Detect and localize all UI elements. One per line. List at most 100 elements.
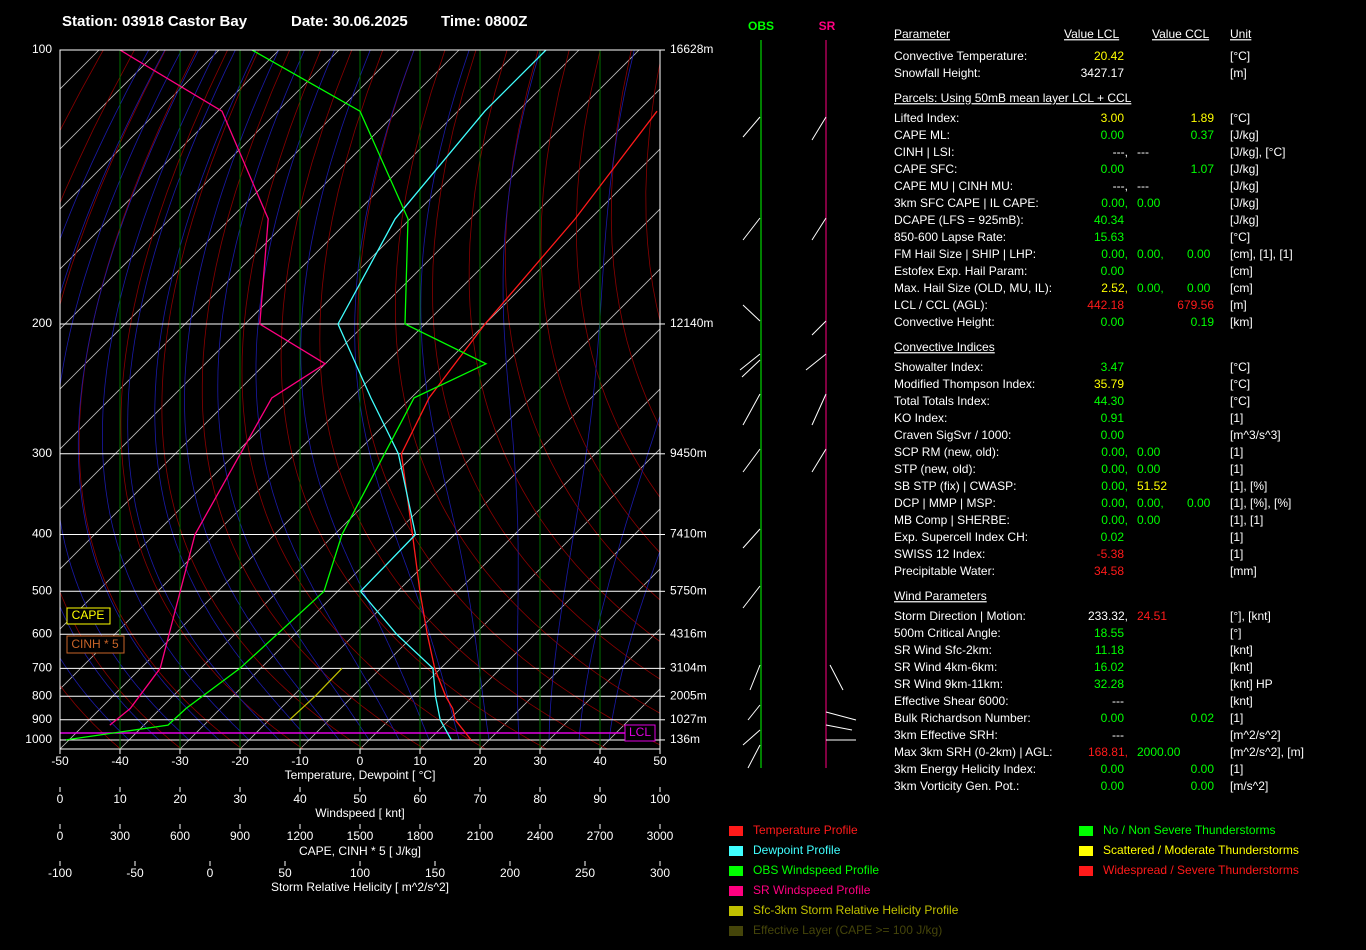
param-value-lcl: 0.00, — [1101, 496, 1128, 510]
x-tick-label: -40 — [111, 754, 129, 768]
param-unit: [1], [1] — [1230, 513, 1263, 527]
wind-barbs — [739, 116, 857, 769]
moist-adiabat — [60, 50, 150, 741]
isotherm — [539, 628, 660, 749]
param-unit: [1] — [1230, 445, 1243, 459]
legend-label: Widespread / Severe Thunderstorms — [1103, 863, 1299, 877]
x-tick-label: 30 — [533, 754, 547, 768]
sr-column-title: SR — [819, 19, 836, 33]
param-unit: [m^2/s^2] — [1230, 728, 1281, 742]
param-value-lcl: 0.00, — [1137, 281, 1164, 295]
param-value-lcl: --- — [1112, 694, 1124, 708]
isotherm — [60, 148, 660, 749]
param-value-lcl: 44.30 — [1094, 394, 1124, 408]
x-tick-label: 50 — [653, 754, 667, 768]
x-tick-label: 40 — [593, 754, 607, 768]
legend-label: OBS Windspeed Profile — [753, 863, 879, 877]
param-label: Estofex Exp. Hail Param: — [894, 264, 1027, 278]
param-value-lcl: 2.52, — [1101, 281, 1128, 295]
parameter-table: Parameter Value LCL Value CCL Unit Convectiv… — [894, 27, 1304, 793]
legend-swatch — [1079, 866, 1093, 876]
isotherm — [60, 50, 340, 330]
param-unit: [knt] HP — [1230, 677, 1273, 691]
x-tick-label: 60 — [413, 792, 427, 806]
legend-swatch — [729, 906, 743, 916]
param-unit: [°C] — [1230, 377, 1250, 391]
legend-label: Temperature Profile — [753, 823, 858, 837]
legend: Temperature Profile Dewpoint Profile OBS W… — [729, 823, 1299, 937]
x-tick-label: 90 — [593, 792, 607, 806]
x-tick-label: 1200 — [287, 829, 314, 843]
param-value-ccl: 0.02 — [1191, 711, 1215, 725]
param-value-lcl: 0.00 — [1137, 196, 1161, 210]
param-value-lcl: 0.91 — [1101, 411, 1125, 425]
param-value-ccl: 1.89 — [1191, 111, 1215, 125]
moist-adiabat — [255, 50, 400, 741]
param-value-lcl: 2000.00 — [1137, 745, 1181, 759]
param-unit: [1] — [1230, 762, 1243, 776]
param-label: SR Wind 4km-6km: — [894, 660, 997, 674]
param-unit: [1] — [1230, 462, 1243, 476]
param-value-lcl: 51.52 — [1137, 479, 1167, 493]
isotherm — [60, 50, 280, 270]
moist-adiabat — [102, 50, 250, 741]
isotherm — [419, 508, 660, 749]
param-label: Craven SigSvr / 1000: — [894, 428, 1011, 442]
axis-label: Storm Relative Helicity [ m^2/s^2] — [271, 880, 449, 894]
param-value-lcl: 0.00 — [1187, 496, 1211, 510]
param-value-lcl: 0.00, — [1101, 513, 1128, 527]
param-value-lcl: 40.34 — [1094, 213, 1124, 227]
profile-line — [65, 50, 488, 741]
plot-frame — [59, 49, 661, 750]
pressure-tick-label: 400 — [32, 527, 52, 541]
isotherm — [359, 448, 660, 749]
x-tick-label: 70 — [473, 792, 487, 806]
x-tick-label: 300 — [110, 829, 130, 843]
dry-adiabat — [357, 50, 660, 746]
legend-swatch — [1079, 846, 1093, 856]
param-value-lcl: -5.38 — [1097, 547, 1125, 561]
x-tick-label: 10 — [113, 792, 127, 806]
dry-adiabat — [60, 50, 135, 749]
param-value-lcl: 0.00 — [1187, 247, 1211, 261]
x-tick-label: 3000 — [647, 829, 674, 843]
param-label: 3km Vorticity Gen. Pot.: — [894, 779, 1019, 793]
param-label: CINH | LSI: — [894, 145, 954, 159]
height-label: 2005m — [670, 688, 707, 702]
moist-adiabat — [548, 50, 635, 740]
param-label: Precipitable Water: — [894, 564, 995, 578]
param-label: 3km Effective SRH: — [894, 728, 998, 742]
cape-box — [66, 607, 111, 625]
pressure-tick-label: 700 — [32, 661, 52, 675]
param-label: Max 3km SRH (0-2km) | AGL: — [894, 745, 1052, 759]
x-tick-label: -50 — [51, 754, 69, 768]
x-tick-label: 1500 — [347, 829, 374, 843]
param-label: Modified Thompson Index: — [894, 377, 1035, 391]
legend-swatch — [729, 826, 743, 836]
param-unit: [mm] — [1230, 564, 1257, 578]
param-unit: [m/s^2] — [1230, 779, 1268, 793]
profile-line — [400, 110, 658, 741]
legend-swatch — [729, 846, 743, 856]
param-label: Snowfall Height: — [894, 66, 981, 80]
param-unit: [knt] — [1230, 660, 1253, 674]
section-title: Parcels: Using 50mB mean layer LCL + CCL — [894, 91, 1132, 105]
param-value-lcl: 0.00 — [1101, 762, 1125, 776]
param-value-lcl: ---, — [1113, 145, 1128, 159]
x-tick-label: 40 — [293, 792, 307, 806]
height-label: 12140m — [670, 316, 713, 330]
param-label: SCP RM (new, old): — [894, 445, 999, 459]
x-tick-label: 300 — [650, 866, 670, 880]
table-header: Parameter — [894, 27, 950, 41]
param-label: CAPE ML: — [894, 128, 950, 142]
param-unit: [m] — [1230, 298, 1247, 312]
param-value-lcl: 0.00 — [1101, 264, 1125, 278]
param-label: SR Wind Sfc-2km: — [894, 643, 992, 657]
legend-label: Scattered / Moderate Thunderstorms — [1103, 843, 1299, 857]
param-value-lcl: --- — [1137, 179, 1149, 193]
param-label: 850-600 Lapse Rate: — [894, 230, 1006, 244]
pressure-tick-label: 900 — [32, 712, 52, 726]
param-value-lcl: 0.00 — [1101, 128, 1125, 142]
profile-line — [109, 50, 327, 726]
